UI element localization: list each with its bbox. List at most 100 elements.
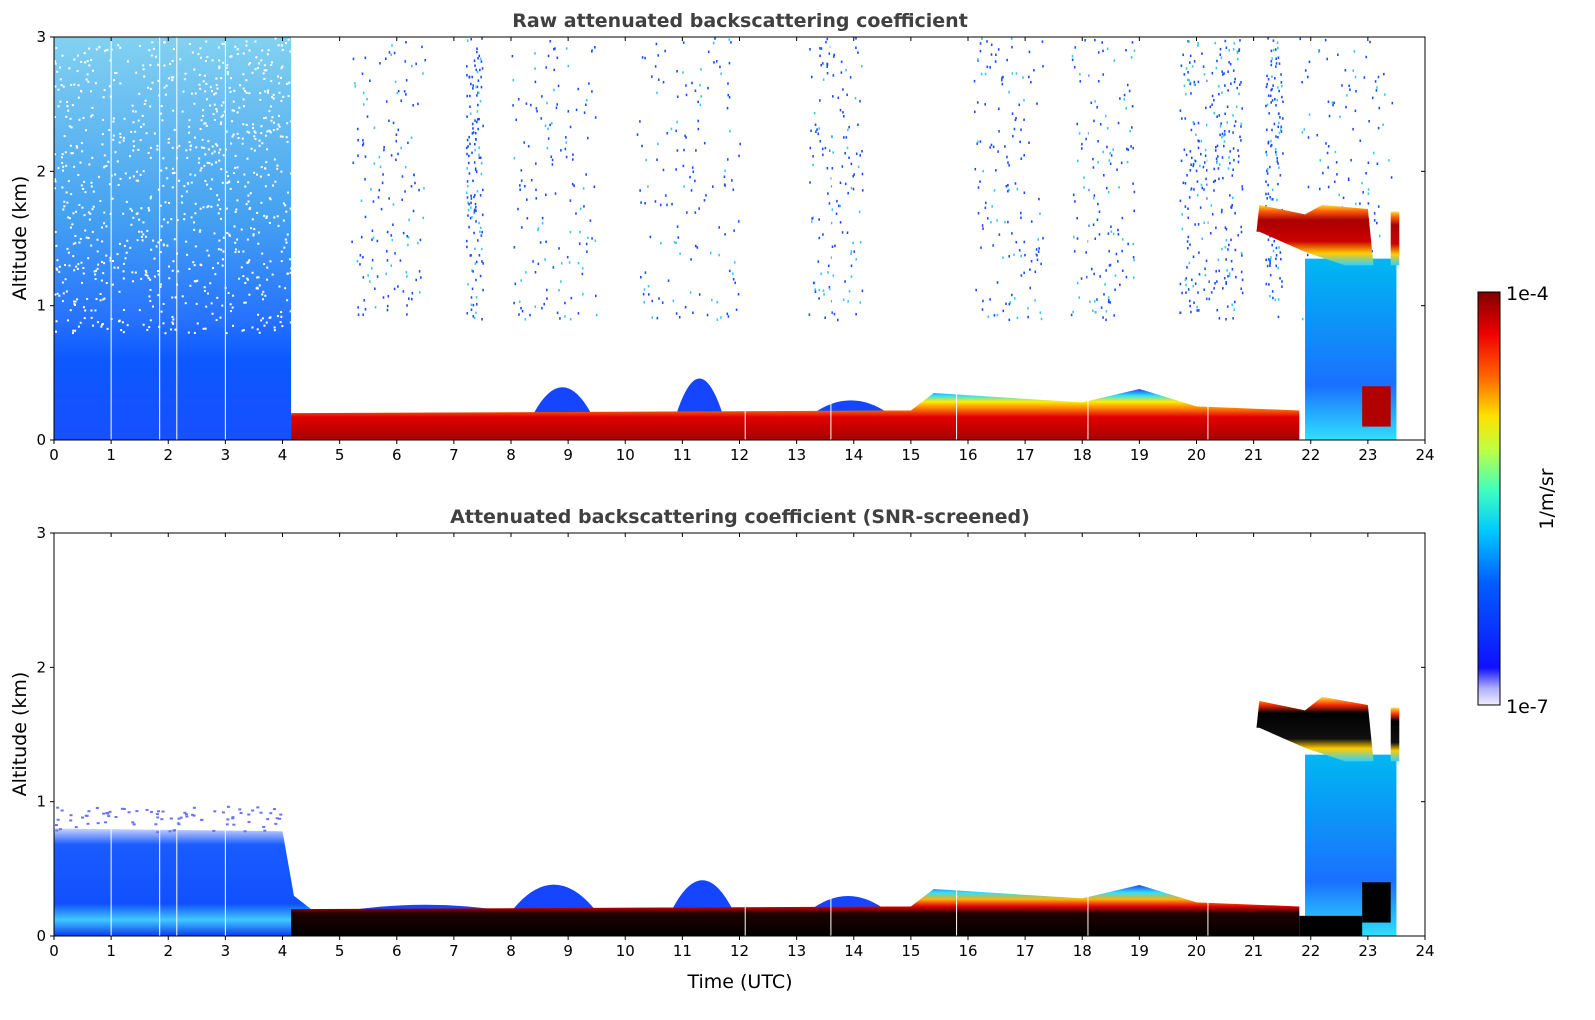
noise-speckle — [1110, 230, 1113, 233]
noise-speckle — [1040, 262, 1042, 266]
noise-speckle — [90, 244, 93, 247]
noise-speckle — [357, 154, 359, 157]
noise-speckle — [1185, 92, 1187, 96]
noise-speckle — [1183, 148, 1186, 151]
noise-speckle — [131, 821, 135, 824]
noise-speckle — [216, 296, 219, 299]
noise-speckle — [1214, 179, 1217, 182]
noise-speckle — [56, 292, 59, 295]
noise-speckle — [845, 136, 848, 139]
boundary-layer-band — [291, 884, 1300, 936]
noise-speckle — [264, 185, 267, 188]
noise-speckle — [1218, 177, 1220, 181]
noise-speckle — [54, 824, 58, 827]
noise-speckle — [1197, 41, 1199, 45]
noise-speckle — [145, 271, 148, 274]
noise-speckle — [236, 48, 239, 51]
noise-speckle — [656, 158, 658, 161]
noise-speckle — [94, 278, 97, 281]
noise-speckle — [1277, 162, 1279, 165]
noise-speckle — [1352, 127, 1354, 131]
noise-speckle — [1222, 287, 1224, 290]
noise-speckle — [1216, 308, 1219, 312]
noise-speckle — [848, 156, 850, 160]
noise-speckle — [217, 212, 220, 215]
noise-speckle — [565, 155, 568, 159]
noise-speckle — [279, 813, 283, 816]
noise-speckle — [103, 297, 106, 300]
noise-speckle — [179, 816, 183, 819]
noise-speckle — [245, 79, 248, 82]
noise-speckle — [535, 162, 537, 165]
noise-speckle — [728, 38, 731, 41]
noise-speckle — [857, 51, 859, 54]
noise-speckle — [1223, 129, 1226, 133]
noise-speckle — [474, 137, 477, 141]
noise-speckle — [859, 99, 861, 103]
noise-speckle — [378, 188, 381, 192]
noise-speckle — [90, 115, 93, 118]
noise-speckle — [72, 242, 75, 245]
noise-speckle — [478, 117, 480, 121]
noise-speckle — [836, 318, 839, 322]
noise-speckle — [1274, 97, 1276, 101]
noise-speckle — [1238, 92, 1240, 96]
noise-speckle — [1102, 73, 1105, 76]
noise-speckle — [1214, 149, 1217, 152]
noise-speckle — [101, 240, 104, 243]
noise-speckle — [1004, 220, 1006, 224]
noise-speckle — [1037, 250, 1040, 253]
noise-speckle — [211, 312, 214, 315]
noise-speckle — [251, 271, 254, 274]
noise-speckle — [1275, 135, 1277, 138]
noise-speckle — [75, 145, 78, 148]
noise-speckle — [980, 72, 983, 76]
noise-speckle — [471, 122, 474, 126]
noise-speckle — [1222, 144, 1225, 148]
noise-speckle — [287, 95, 290, 98]
noise-speckle — [149, 64, 152, 67]
noise-speckle — [200, 146, 203, 149]
noise-speckle — [1105, 318, 1107, 322]
x-tick-label: 4 — [278, 942, 288, 960]
noise-speckle — [371, 258, 374, 262]
noise-speckle — [360, 199, 363, 202]
noise-speckle — [1349, 88, 1351, 91]
noise-speckle — [842, 298, 845, 302]
noise-speckle — [95, 298, 98, 301]
noise-speckle — [1275, 246, 1278, 250]
cloud-layer — [1390, 211, 1400, 266]
noise-speckle — [666, 203, 668, 207]
noise-speckle — [1333, 180, 1336, 183]
noise-speckle — [266, 818, 270, 821]
noise-speckle — [1345, 105, 1347, 109]
noise-speckle — [215, 110, 218, 113]
noise-speckle — [146, 229, 149, 232]
noise-speckle — [684, 134, 686, 138]
noise-speckle — [1240, 230, 1243, 234]
noise-speckle — [993, 189, 996, 192]
noise-speckle — [714, 37, 716, 40]
noise-speckle — [261, 142, 264, 145]
noise-speckle — [835, 212, 838, 216]
noise-speckle — [1005, 302, 1007, 306]
noise-speckle — [1187, 71, 1189, 74]
noise-speckle — [288, 81, 291, 84]
noise-speckle — [1275, 264, 1278, 268]
noise-speckle — [547, 54, 550, 58]
noise-speckle — [1218, 84, 1220, 88]
noise-speckle — [467, 185, 469, 188]
noise-speckle — [258, 144, 261, 147]
noise-speckle — [210, 302, 213, 305]
noise-speckle — [102, 272, 105, 275]
noise-speckle — [263, 117, 266, 120]
noise-speckle — [979, 42, 982, 45]
noise-speckle — [1266, 74, 1268, 78]
noise-speckle — [1304, 69, 1307, 72]
noise-speckle — [193, 331, 196, 334]
noise-speckle — [1232, 47, 1235, 51]
noise-speckle — [1087, 74, 1090, 77]
noise-speckle — [229, 77, 232, 80]
noise-speckle — [678, 315, 681, 319]
noise-speckle — [89, 212, 92, 215]
